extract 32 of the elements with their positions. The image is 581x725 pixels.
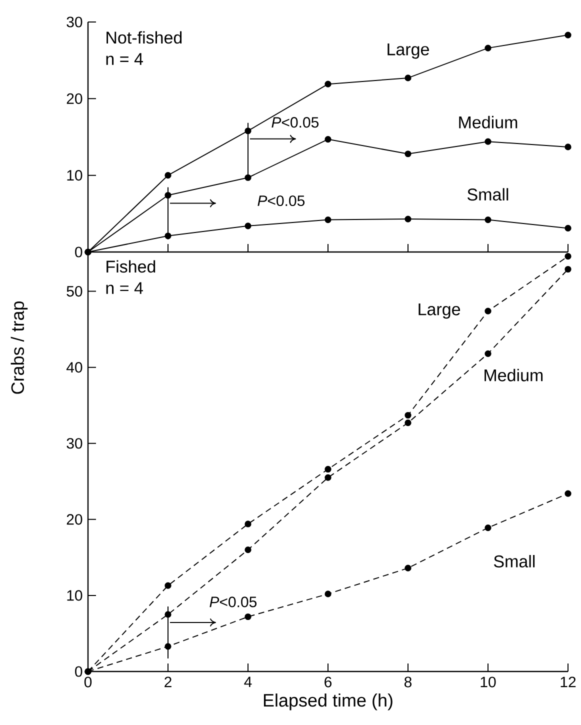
y-tick-label: 10 bbox=[67, 170, 82, 181]
y-tick-label: 0 bbox=[75, 666, 82, 677]
x-tick-label: 6 bbox=[324, 676, 332, 688]
series-label: Medium bbox=[484, 368, 543, 382]
y-tick-label: 30 bbox=[66, 16, 82, 28]
x-tick-label: 0 bbox=[84, 676, 92, 688]
y-tick-label: 20 bbox=[66, 93, 82, 104]
annotation: Not-fished bbox=[106, 31, 182, 44]
y-tick-label: 0 bbox=[75, 246, 82, 258]
y-tick-label: 50 bbox=[66, 286, 82, 297]
y-tick-label: 40 bbox=[66, 362, 82, 373]
series-label: Large bbox=[388, 44, 429, 59]
x-tick-label: 10 bbox=[480, 676, 496, 688]
y-tick-label: 30 bbox=[66, 438, 82, 449]
x-tick-label: 4 bbox=[244, 676, 252, 688]
series-label: Small bbox=[494, 554, 535, 568]
x-tick-label: 12 bbox=[560, 676, 576, 688]
y-tick-label: 20 bbox=[66, 514, 82, 525]
y-tick-label: 10 bbox=[67, 590, 82, 601]
series-label: Medium bbox=[459, 116, 518, 128]
x-axis-title: Elapsed time (h) bbox=[264, 694, 392, 710]
x-tick-label: 8 bbox=[404, 676, 412, 688]
y-axis-title: Crabs / trap bbox=[10, 301, 28, 394]
series-label: Small bbox=[468, 188, 508, 201]
annotation: P<0.05 bbox=[272, 117, 319, 128]
annotation: n = 4 bbox=[106, 53, 143, 65]
series-label: Large bbox=[418, 303, 460, 319]
x-tick-label: 2 bbox=[164, 676, 172, 688]
annotation: P<0.05 bbox=[258, 195, 305, 206]
annotation: n = 4 bbox=[106, 282, 143, 294]
annotation: Fished bbox=[106, 260, 156, 273]
annotation: P<0.05 bbox=[210, 596, 257, 608]
